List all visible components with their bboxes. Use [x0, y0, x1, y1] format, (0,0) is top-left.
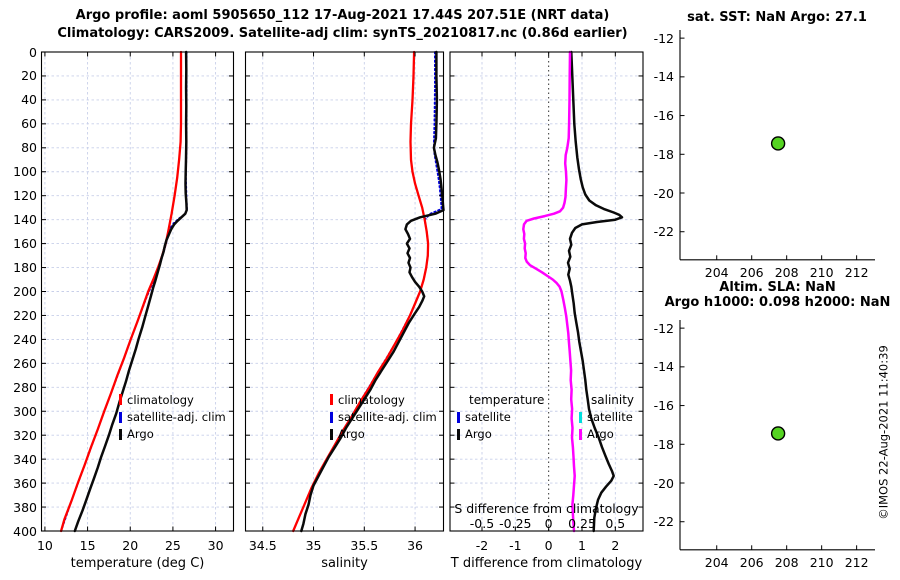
sla-map-title-line2: Argo h1000: 0.098 h2000: NaN: [664, 295, 891, 310]
difference_profile-series-argo-s-difference: [522, 50, 576, 533]
figure-title-line2: Climatology: CARS2009. Satellite-adj cli…: [57, 26, 628, 41]
map_sla-panel: [679, 320, 875, 551]
salinity_profile-panel: [244, 50, 445, 533]
s-difference-axis-title: S difference from climatology: [454, 501, 639, 516]
argo-float-position-marker: [770, 426, 786, 441]
temperature_profile-series-climatology: [59, 50, 183, 533]
salinity-axis-label: salinity: [321, 556, 368, 571]
temperature-axis-label: temperature (deg C): [70, 556, 205, 571]
argo-float-position-marker: [770, 136, 786, 151]
temperature_profile-panel: [40, 50, 235, 533]
sst-map-title: sat. SST: NaN Argo: 27.1: [687, 10, 867, 25]
difference_profile-series-argo-t-difference: [566, 50, 624, 533]
temperature_profile-series-argo: [73, 50, 188, 533]
difference_profile-panel: [449, 50, 644, 533]
salinity_profile-series-argo: [300, 50, 445, 533]
imos-watermark: ©IMOS 22-Aug-2021 11:40:39: [876, 345, 891, 520]
sla-map-title-line1: Altim. SLA: NaN: [719, 280, 836, 295]
axes-box: [244, 51, 445, 532]
t-difference-axis-label: T difference from climatology: [450, 556, 643, 571]
map_sst-panel: [679, 30, 875, 261]
figure-title-line1: Argo profile: aoml 5905650_112 17-Aug-20…: [75, 8, 610, 23]
